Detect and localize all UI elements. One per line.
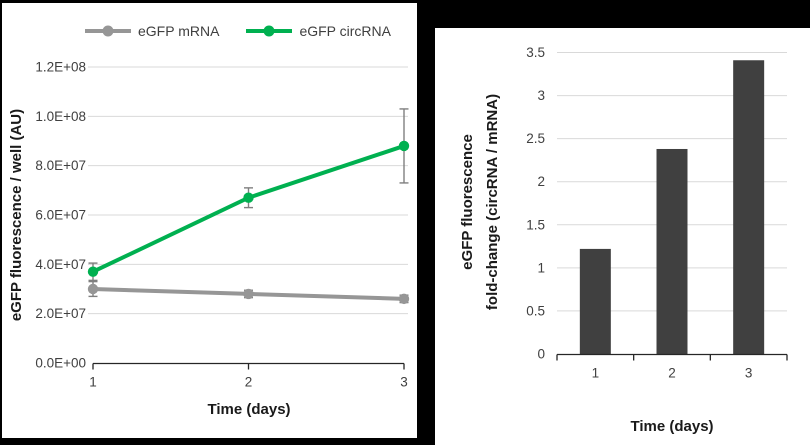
legend-item-mrna: eGFP mRNA [84,23,219,39]
svg-text:6.0E+07: 6.0E+07 [35,208,86,223]
svg-text:2.0E+07: 2.0E+07 [35,306,86,321]
bar-chart-x-axis-title: Time (days) [630,418,714,435]
legend-label-circrna: eGFP circRNA [299,23,391,39]
svg-text:0.0E+00: 0.0E+00 [35,356,86,371]
line-chart-legend: eGFP mRNA eGFP circRNA [2,23,417,39]
line-chart-panel: 0.0E+00 2.0E+07 4.0E+07 6.0E+07 8.0E+07 1.0E+… [2,3,417,438]
line-dot-marker-icon [246,25,293,37]
svg-text:0.5: 0.5 [526,303,545,318]
legend-label-mrna: eGFP mRNA [138,23,220,39]
svg-text:2: 2 [245,375,253,390]
svg-text:0: 0 [537,347,545,362]
svg-text:2: 2 [537,174,545,189]
svg-text:4.0E+07: 4.0E+07 [35,257,86,272]
svg-text:2.5: 2.5 [526,131,545,146]
legend-item-circrna: eGFP circRNA [245,23,391,39]
svg-text:3: 3 [745,366,753,381]
line-chart-y-axis-title: eGFP fluorescence / well (AU) [8,108,25,322]
bar-chart-y-axis-title-line1: eGFP fluorescence [459,134,476,270]
line-plot-area: 0.0E+00 2.0E+07 4.0E+07 6.0E+07 8.0E+07 1.0E+… [35,60,410,390]
svg-text:1.5: 1.5 [526,217,545,232]
svg-text:8.0E+07: 8.0E+07 [35,158,86,173]
svg-text:1: 1 [89,375,97,390]
bar-chart-y-axis-title-line2: fold-change (circRNA / mRNA) [484,93,501,311]
svg-text:2: 2 [668,366,676,381]
bar-plot-area: 0 0.5 1 1.5 2 2.5 3 3.5 1 2 3 [526,45,788,381]
bar-chart-y-axis-title: eGFP fluorescence fold-change (circRNA /… [455,32,507,372]
svg-text:1: 1 [592,366,600,381]
svg-text:1.0E+08: 1.0E+08 [35,109,86,124]
svg-text:1.2E+08: 1.2E+08 [35,60,86,75]
svg-text:3.5: 3.5 [526,45,545,60]
line-chart-x-axis-title: Time (days) [207,401,291,418]
svg-text:3: 3 [400,375,408,390]
bar-chart-panel: 0 0.5 1 1.5 2 2.5 3 3.5 1 2 3 eGFP fluorescence fo… [435,28,810,445]
line-dot-marker-icon [85,25,131,37]
svg-text:1: 1 [537,260,545,275]
svg-text:3: 3 [537,88,545,103]
